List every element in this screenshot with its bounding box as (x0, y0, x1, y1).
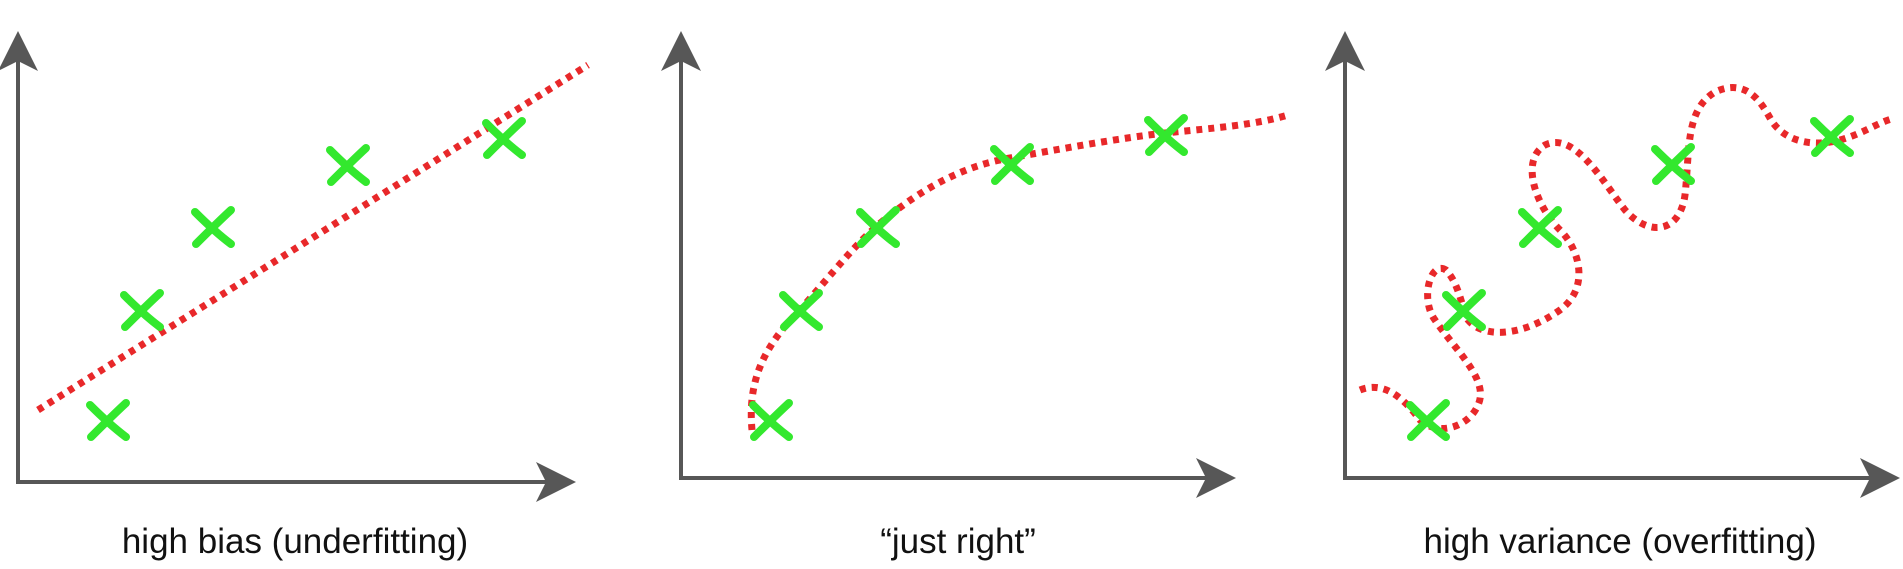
data-point-x-mark-icon (486, 121, 522, 155)
data-point-x-mark-icon (783, 293, 819, 327)
fit-curve-wiggly (1358, 84, 1896, 432)
panel-caption: “just right” (880, 522, 1036, 561)
panel-overfitting: high variance (overfitting) (1325, 31, 1900, 561)
data-point-x-mark-icon (1522, 210, 1558, 244)
data-point-x-mark-icon (994, 147, 1030, 181)
panel-caption: high bias (underfitting) (122, 522, 468, 561)
panel-underfitting: high bias (underfitting) (0, 31, 590, 561)
data-point-x-mark-icon (860, 210, 896, 244)
data-point-x-mark-icon (124, 293, 160, 327)
data-point-x-mark-icon (1655, 147, 1691, 181)
data-point-x-mark-icon (195, 210, 231, 244)
data-point-x-mark-icon (753, 403, 789, 437)
panel-just-right: “just right” (661, 31, 1290, 561)
data-point-x-mark-icon (90, 403, 126, 437)
panel-caption: high variance (overfitting) (1424, 522, 1817, 561)
data-point-x-mark-icon (1410, 403, 1446, 437)
data-point-x-mark-icon (330, 148, 366, 182)
fit-curve-straight (36, 62, 590, 413)
